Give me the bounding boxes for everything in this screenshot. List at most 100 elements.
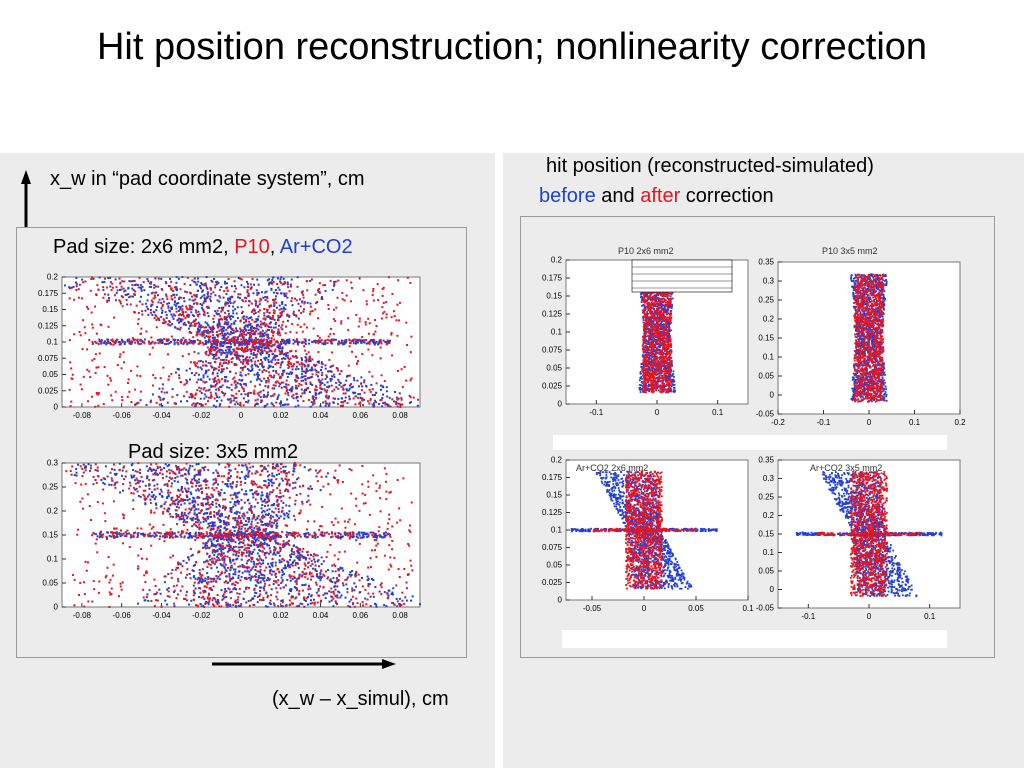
data-point: [381, 294, 384, 297]
data-point: [334, 320, 337, 323]
data-point: [256, 353, 259, 356]
data-point: [164, 280, 167, 283]
data-point: [189, 306, 192, 309]
data-point: [217, 599, 220, 602]
data-point: [328, 403, 331, 406]
data-point: [214, 477, 217, 480]
data-point: [277, 394, 280, 397]
data-point: [247, 520, 250, 523]
data-point: [287, 478, 290, 481]
data-point: [207, 522, 210, 525]
data-point: [204, 371, 207, 374]
data-point: [254, 302, 257, 305]
data-point: [288, 564, 291, 567]
y-tick-label: 0.25: [42, 483, 58, 492]
data-point: [229, 566, 232, 569]
data-point: [237, 340, 240, 343]
data-point: [262, 587, 265, 590]
data-point: [171, 532, 174, 535]
data-point: [228, 345, 231, 348]
data-point: [163, 337, 166, 340]
data-point: [144, 498, 147, 501]
data-point: [276, 345, 279, 348]
data-point: [313, 531, 316, 534]
data-point: [259, 320, 262, 323]
data-point: [145, 330, 148, 333]
data-point: [278, 349, 281, 352]
data-point: [317, 378, 320, 381]
data-point: [182, 559, 185, 562]
data-point: [260, 576, 263, 579]
data-point: [260, 326, 263, 329]
data-point: [90, 519, 93, 522]
data-point: [338, 591, 341, 594]
data-point: [111, 282, 114, 285]
data-point: [282, 310, 285, 313]
data-point: [271, 510, 274, 513]
data-point: [178, 314, 181, 317]
data-point: [124, 293, 127, 296]
data-point: [365, 339, 368, 342]
data-point: [126, 382, 129, 385]
data-point: [280, 349, 283, 352]
data-point: [383, 604, 386, 607]
data-point: [150, 468, 153, 471]
data-point: [98, 340, 101, 343]
data-point: [191, 295, 194, 298]
data-point: [196, 521, 199, 524]
data-point: [103, 281, 106, 284]
data-point: [199, 342, 202, 345]
data-point: [253, 588, 256, 591]
data-point: [247, 294, 250, 297]
data-point: [278, 402, 281, 405]
data-point: [247, 317, 250, 320]
data-point: [418, 603, 421, 606]
data-point: [134, 470, 137, 473]
data-point: [283, 517, 286, 520]
data-point: [137, 565, 140, 568]
data-point: [339, 537, 342, 540]
data-point: [255, 330, 258, 333]
data-point: [144, 581, 147, 584]
data-point: [312, 402, 315, 405]
data-point: [218, 505, 221, 508]
data-point: [216, 559, 219, 562]
data-point: [273, 522, 276, 525]
data-point: [250, 287, 253, 290]
data-point: [214, 392, 217, 395]
data-point: [319, 384, 322, 387]
data-point: [151, 301, 154, 304]
data-point: [91, 600, 94, 603]
data-point: [118, 299, 121, 302]
data-point: [232, 493, 235, 496]
data-point: [288, 483, 291, 486]
data-point: [194, 604, 197, 607]
data-point: [137, 286, 140, 289]
data-point: [285, 355, 288, 358]
data-point: [304, 388, 307, 391]
data-point: [128, 481, 131, 484]
data-point: [330, 591, 333, 594]
data-point: [118, 277, 121, 280]
data-point: [114, 481, 117, 484]
data-point: [192, 496, 195, 499]
data-point: [268, 371, 271, 374]
data-point: [273, 291, 276, 294]
data-point: [96, 466, 99, 469]
data-point: [262, 323, 265, 326]
data-point: [342, 401, 345, 404]
data-point: [238, 605, 241, 608]
data-point: [240, 393, 243, 396]
data-point: [265, 346, 268, 349]
data-point: [89, 376, 92, 379]
data-point: [229, 469, 232, 472]
data-point: [289, 283, 292, 286]
data-point: [290, 349, 293, 352]
data-point: [178, 471, 181, 474]
data-point: [273, 546, 276, 549]
data-point: [329, 333, 332, 336]
data-point: [273, 392, 276, 395]
data-point: [156, 467, 159, 470]
data-point: [172, 313, 175, 316]
data-point: [119, 529, 122, 532]
